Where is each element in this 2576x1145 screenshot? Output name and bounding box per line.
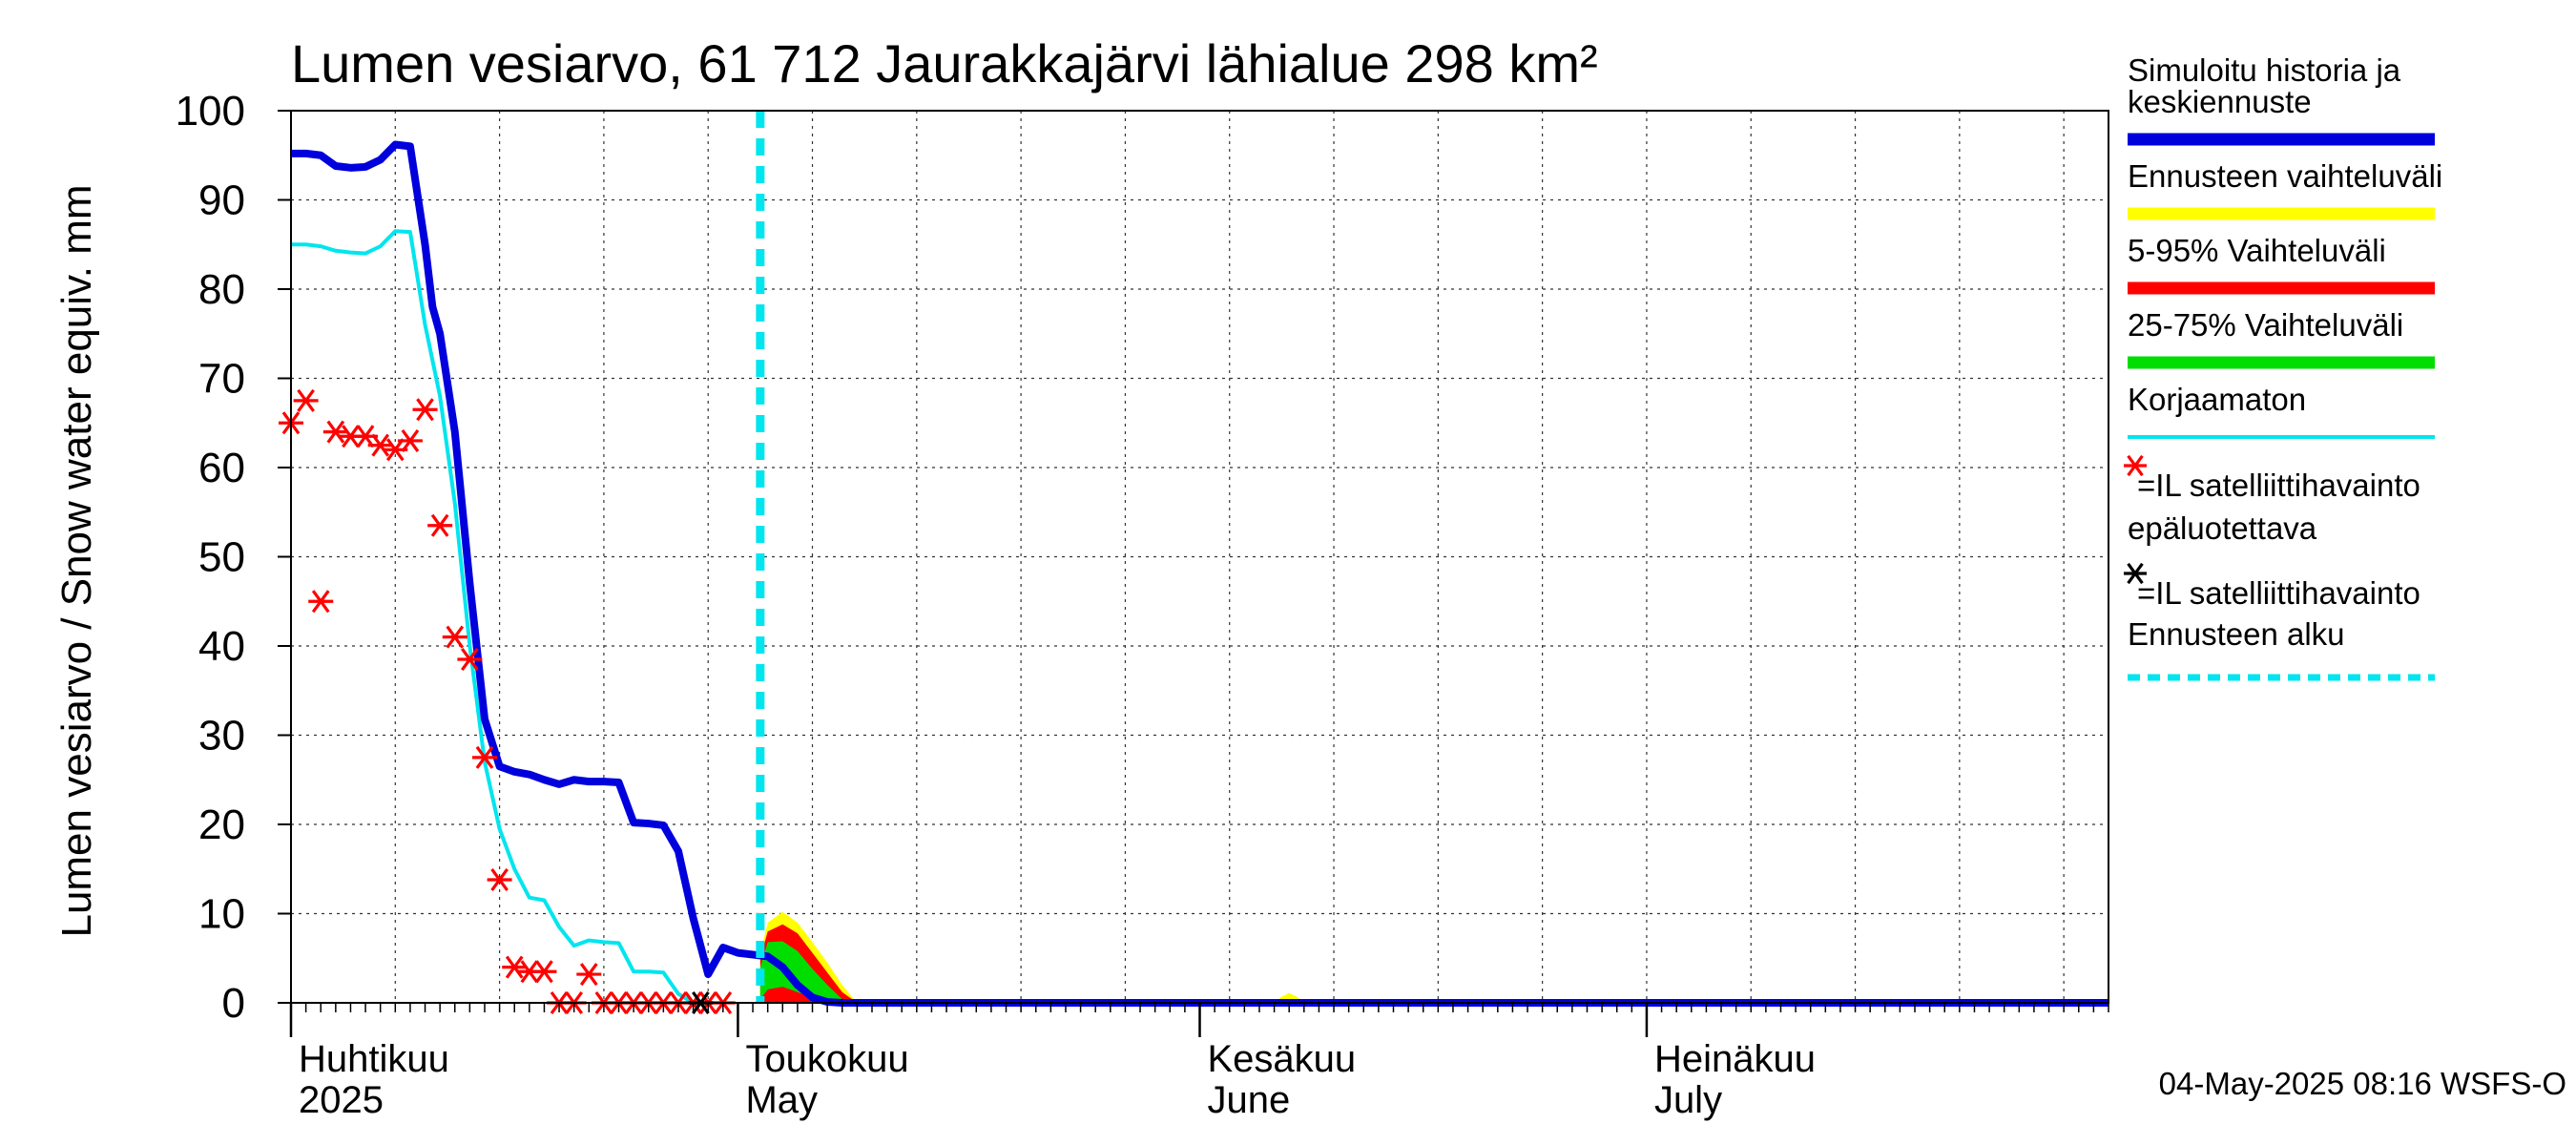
observation-point [457, 648, 483, 672]
observation-point [487, 867, 512, 891]
month-sublabel: May [745, 1079, 818, 1121]
y-tick-label: 30 [198, 713, 245, 760]
timestamp: 04-May-2025 08:16 WSFS-O [2159, 1066, 2566, 1101]
month-sublabel: July [1654, 1079, 1722, 1121]
band-2 [759, 941, 858, 1003]
legend-label: keskiennuste [2128, 84, 2312, 119]
legend-label: =IL satelliittihavainto [2137, 575, 2420, 611]
y-axis-label: Lumen vesiarvo / Snow water equiv. mm [53, 184, 100, 937]
observation-point [471, 745, 497, 769]
legend-label: Ennusteen vaihteluväli [2128, 158, 2442, 194]
legend-label: 25-75% Vaihteluväli [2128, 307, 2403, 343]
y-tick-label: 60 [198, 445, 245, 491]
chart-title: Lumen vesiarvo, 61 712 Jaurakkajärvi läh… [291, 33, 1598, 94]
observation-point [308, 590, 334, 614]
y-tick-label: 20 [198, 802, 245, 848]
month-label: Kesäkuu [1208, 1038, 1357, 1080]
y-tick-label: 10 [198, 891, 245, 938]
series-lines [291, 140, 2109, 1007]
month-label: Huhtikuu [299, 1038, 449, 1080]
observation-point [427, 513, 453, 537]
legend-label: Ennusteen alku [2128, 616, 2345, 652]
y-tick-label: 40 [198, 623, 245, 670]
observation-point [397, 428, 423, 452]
y-tick-label: 90 [198, 177, 245, 224]
series-line-1 [291, 229, 695, 1005]
y-tick-label: 50 [198, 534, 245, 581]
y-tick-label: 0 [222, 980, 245, 1027]
legend-label: epäluotettava [2128, 510, 2317, 546]
observation-point [576, 963, 602, 987]
observation-point [502, 955, 528, 979]
month-label: Heinäkuu [1654, 1038, 1816, 1080]
grid [291, 111, 2109, 1003]
legend-label: =IL satelliittihavainto [2137, 468, 2420, 503]
y-tick-label: 80 [198, 266, 245, 313]
series-line-0 [291, 140, 2109, 1007]
observation-point [293, 388, 319, 412]
observation-point [322, 420, 348, 444]
y-axis: 0 10 20 30 40 50 60 70 80 90 100 [176, 88, 291, 1027]
legend-star-icon [2124, 562, 2147, 585]
month-sublabel: June [1208, 1079, 1291, 1121]
observation-point [412, 398, 438, 422]
legend-star-icon [2124, 454, 2147, 477]
legend-label: Korjaamaton [2128, 382, 2306, 417]
legend-label: Simuloitu historia ja [2128, 52, 2401, 88]
legend-label: 5-95% Vaihteluväli [2128, 233, 2386, 268]
observations [279, 388, 736, 1014]
observation-point [367, 433, 393, 457]
observation-point [531, 960, 557, 984]
forecast-bands [759, 911, 1304, 1003]
observation-point [442, 625, 467, 649]
month-sublabel: 2025 [299, 1079, 384, 1121]
y-tick-label: 100 [176, 88, 245, 135]
y-tick-label: 70 [198, 356, 245, 403]
month-label: Toukokuu [745, 1038, 908, 1080]
